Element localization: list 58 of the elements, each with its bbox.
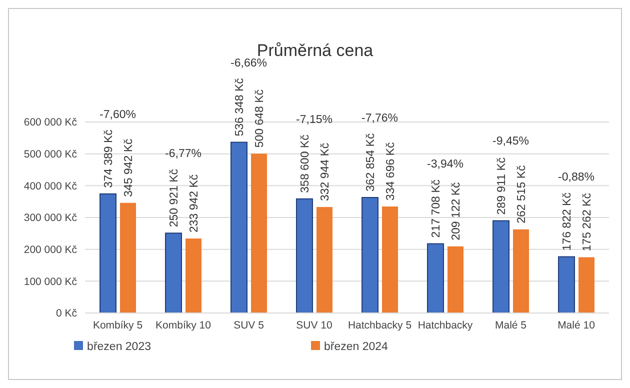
- bar: [492, 220, 510, 313]
- x-tick-label: Hatchbacky 5: [348, 319, 412, 332]
- annotation: -9,45%: [492, 136, 529, 148]
- bar: [165, 232, 182, 313]
- data-label: 345 942 Kč: [123, 138, 135, 197]
- bar: [362, 196, 378, 313]
- y-tick-label: 0 Kč: [56, 308, 77, 320]
- bar: [382, 206, 398, 313]
- data-label: 176 822 Kč: [562, 192, 574, 251]
- annotation: -7,15%: [296, 114, 332, 126]
- x-tick-label: SUV 5: [234, 319, 264, 332]
- data-label: 233 942 Kč: [188, 174, 200, 233]
- bar: [186, 238, 202, 313]
- annotation: -0,88%: [558, 172, 594, 184]
- x-tick-label: Malé 5: [494, 319, 527, 332]
- bar: [251, 154, 267, 313]
- data-label: 262 515 Kč: [516, 165, 528, 224]
- x-tick-label: Malé 10: [558, 319, 596, 332]
- data-label: 209 122 Kč: [450, 182, 462, 240]
- bar: [296, 198, 313, 313]
- data-label: 332 944 Kč: [320, 142, 332, 202]
- bar: [513, 229, 529, 313]
- data-label: 175 262 Kč: [582, 192, 594, 252]
- bar: [558, 256, 575, 313]
- text: -7,60%: [100, 108, 136, 121]
- legend-label: březen 2023: [87, 341, 151, 353]
- annotation: -3,94%: [427, 158, 464, 171]
- data-label: 536 348 Kč: [234, 78, 246, 136]
- y-tick-label: 100 000 Kč: [24, 276, 77, 288]
- y-tick-label: 500 000 Kč: [24, 148, 77, 161]
- chart-title: Průměrná cena: [256, 41, 374, 60]
- text: -6,66%: [230, 57, 267, 70]
- y-tick-label: 300 000 Kč: [24, 212, 77, 224]
- legend-label: březen 2024: [324, 341, 388, 353]
- annotation: -7,76%: [362, 112, 398, 124]
- x-tick-label: Hatchbacky: [418, 319, 474, 332]
- data-label: 500 648 Kč: [254, 89, 266, 148]
- annotation: -6,77%: [165, 148, 202, 160]
- y-tick-label: 600 000 Kč: [24, 116, 77, 129]
- bar: [578, 257, 594, 313]
- data-label: 289 911 Kč: [496, 157, 508, 215]
- data-label: 334 696 Kč: [385, 142, 397, 200]
- data-label: 358 600 Kč: [300, 134, 312, 193]
- bar: [100, 193, 116, 313]
- bar: [120, 202, 136, 313]
- bar: [316, 207, 332, 313]
- bar: [448, 246, 464, 313]
- data-label: 217 708 Kč: [430, 179, 442, 238]
- bar: [230, 142, 248, 313]
- y-tick-label: 400 000 Kč: [24, 180, 77, 192]
- x-tick-label: SUV 10: [296, 319, 333, 332]
- data-label: 250 921 Kč: [168, 168, 180, 228]
- bar: [427, 243, 444, 313]
- x-tick-label: Kombíky 5: [92, 319, 143, 332]
- y-tick-label: 200 000 Kč: [24, 244, 77, 256]
- data-label: 374 389 Kč: [103, 129, 115, 188]
- x-tick-label: Kombíky 10: [156, 319, 212, 332]
- data-label: 362 854 Kč: [365, 133, 377, 192]
